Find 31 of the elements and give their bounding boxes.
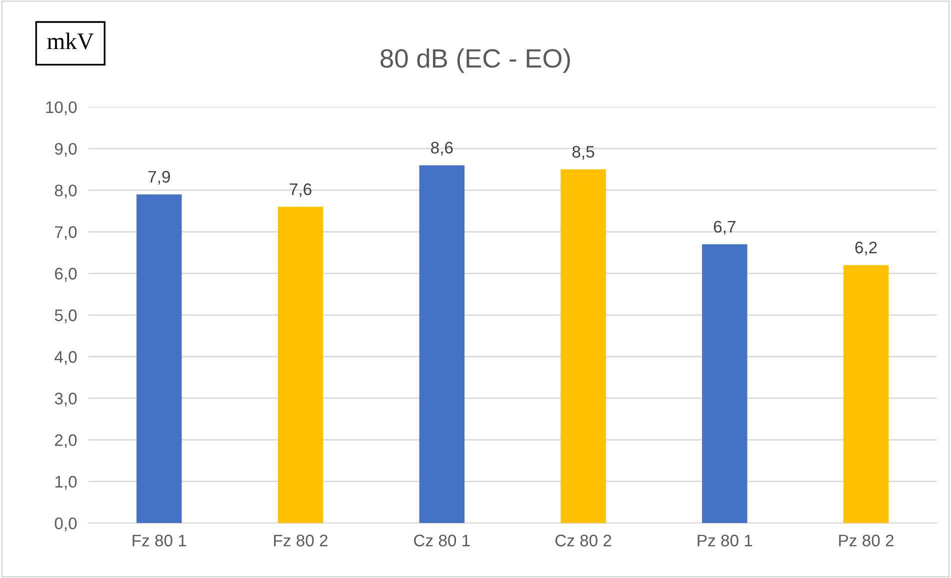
x-tick-label: Pz 80 1 [698,534,752,546]
bar [843,265,889,524]
y-axis-title: mkV [47,32,94,50]
data-label: 7,6 [290,183,312,198]
y-tick-label: 9,0 [54,142,77,157]
x-tick-label: Cz 80 2 [555,534,612,546]
y-tick-label: 2,0 [55,434,77,448]
bar [560,169,606,524]
bar [278,206,324,524]
y-tick-label: 0,0 [54,517,77,532]
data-label: 7,9 [148,170,170,185]
y-tick-label: 4,0 [54,351,77,365]
chart-title: 80 dB (EC - EO) [380,48,570,73]
y-tick-label: 8,0 [54,184,77,198]
data-label: 6,7 [714,220,736,235]
y-tick-label: 7,0 [55,226,77,240]
x-tick-label: Cz 80 1 [414,534,470,546]
x-tick-label: Pz 80 2 [839,534,894,546]
bar [702,244,748,524]
y-tick-label: 5,0 [54,309,77,324]
bar [419,165,465,524]
x-tick-label: Fz 80 2 [274,534,328,546]
x-tick-label: Fz 80 1 [132,534,186,546]
data-label: 6,2 [855,242,877,256]
bar [136,194,182,524]
y-tick-label: 3,0 [54,392,77,406]
data-label: 8,6 [431,142,453,156]
y-tick-label: 10,0 [46,101,77,116]
y-tick-label: 1,0 [55,476,77,490]
data-label: 8,5 [572,146,594,160]
y-tick-label: 6,0 [55,268,77,282]
